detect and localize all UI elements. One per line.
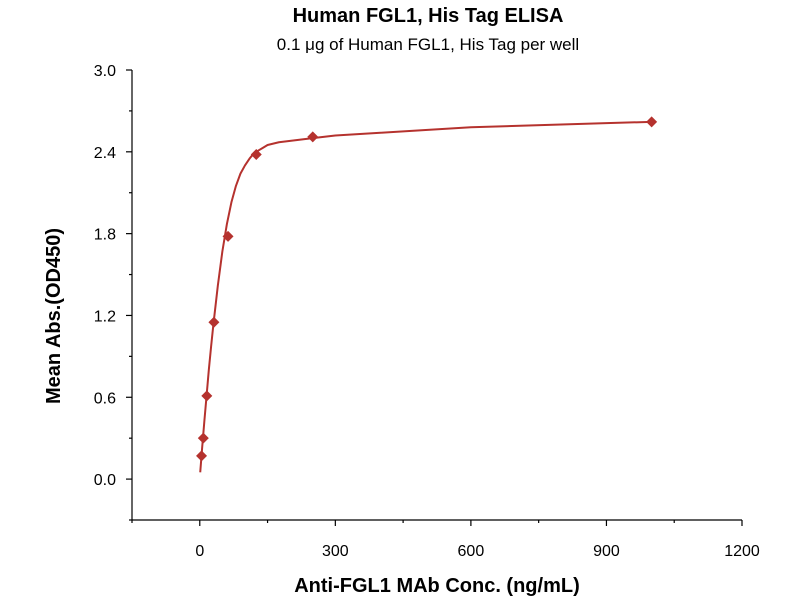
fit-curve-layer	[199, 120, 652, 473]
y-tick-label: 1.2	[94, 308, 116, 325]
x-tick-label: 600	[458, 543, 485, 560]
data-point	[201, 390, 213, 402]
x-tick-label: 300	[322, 543, 349, 560]
chart-title: Human FGL1, His Tag ELISA	[293, 5, 564, 27]
y-tick-label: 0.6	[94, 390, 116, 407]
data-point	[197, 432, 209, 444]
x-tick-label: 1200	[724, 543, 760, 560]
x-tick-label: 900	[593, 543, 620, 560]
data-point	[222, 230, 234, 242]
chart-subtitle: 0.1 μg of Human FGL1, His Tag per well	[277, 35, 579, 54]
data-point	[208, 316, 220, 328]
data-points-layer	[196, 116, 658, 462]
y-axis-label: Mean Abs.(OD450)	[43, 228, 65, 404]
y-tick-label: 0.0	[94, 472, 116, 489]
data-point	[250, 149, 262, 161]
data-point	[307, 131, 319, 143]
x-axis-label: Anti-FGL1 MAb Conc. (ng/mL)	[294, 575, 580, 597]
x-tick-label: 0	[195, 543, 204, 560]
axes: 0.0 0.6 1.2 1.8 2.4 3.0 0 300 600 900 1200	[94, 63, 760, 560]
data-point	[196, 450, 208, 462]
y-tick-label: 2.4	[94, 145, 116, 162]
y-tick-label: 3.0	[94, 63, 116, 80]
fit-curve	[199, 120, 652, 473]
data-point	[646, 116, 658, 128]
y-tick-label: 1.8	[94, 227, 116, 244]
